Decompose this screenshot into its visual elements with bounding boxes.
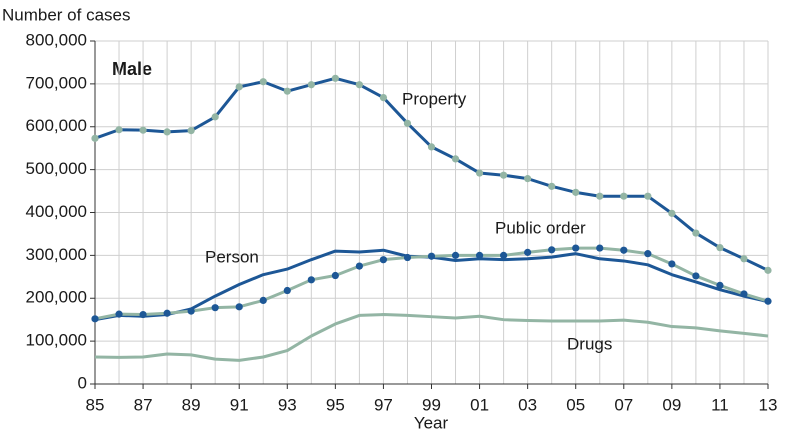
- x-tick-label: 01: [470, 395, 489, 414]
- marker: [524, 248, 532, 256]
- marker: [451, 251, 460, 259]
- y-tick-label: 100,000: [26, 331, 87, 350]
- marker: [139, 126, 147, 134]
- marker: [211, 113, 219, 121]
- marker: [211, 304, 219, 312]
- marker: [740, 290, 748, 298]
- marker: [572, 244, 580, 252]
- x-tick-label: 93: [278, 395, 297, 414]
- marker: [668, 209, 676, 217]
- x-tick-label: 89: [182, 395, 201, 414]
- marker: [235, 303, 243, 311]
- x-axis-label: Year: [414, 413, 449, 432]
- marker: [716, 244, 724, 252]
- series-label: Drugs: [567, 334, 612, 353]
- marker: [500, 251, 508, 259]
- marker: [139, 310, 147, 319]
- marker: [596, 192, 604, 200]
- marker: [427, 252, 436, 260]
- x-tick-label: 87: [134, 395, 153, 414]
- marker: [115, 126, 123, 134]
- marker: [716, 281, 724, 289]
- marker: [475, 169, 484, 177]
- y-tick-label: 600,000: [26, 116, 87, 135]
- marker: [91, 315, 99, 323]
- marker: [187, 307, 195, 315]
- y-tick-label: 200,000: [26, 288, 87, 307]
- x-tick-label: 97: [374, 395, 393, 414]
- x-tick-label: 13: [759, 395, 778, 414]
- marker: [403, 119, 412, 127]
- marker: [235, 83, 243, 91]
- marker: [596, 244, 604, 252]
- x-tick-label: 03: [518, 395, 537, 414]
- x-tick-label: 95: [326, 395, 345, 414]
- marker: [692, 272, 700, 280]
- y-tick-label: 500,000: [26, 159, 87, 178]
- marker: [259, 78, 267, 86]
- marker: [355, 81, 363, 89]
- x-tick-label: 09: [662, 395, 681, 414]
- marker: [548, 246, 556, 254]
- marker: [163, 128, 171, 136]
- series-label: Public order: [495, 218, 586, 237]
- marker: [620, 192, 628, 200]
- marker: [307, 81, 315, 89]
- marker: [403, 253, 412, 262]
- marker: [379, 93, 388, 102]
- y-tick-label: 700,000: [26, 73, 87, 92]
- x-tick-label: 99: [422, 395, 441, 414]
- series-label: Property: [402, 89, 467, 108]
- marker: [331, 74, 339, 82]
- y-axis-label: Number of cases: [2, 5, 131, 24]
- marker: [307, 276, 315, 284]
- marker: [427, 143, 436, 151]
- marker: [764, 297, 772, 305]
- x-tick-label: 91: [230, 395, 249, 414]
- y-tick-label: 800,000: [26, 30, 87, 49]
- marker: [524, 175, 532, 183]
- y-tick-label: 300,000: [26, 245, 87, 264]
- marker: [379, 256, 388, 264]
- y-tick-label: 400,000: [26, 202, 87, 221]
- annotation: Male: [112, 59, 152, 79]
- series-label: Person: [205, 247, 259, 266]
- marker: [692, 229, 700, 237]
- marker: [91, 134, 99, 142]
- marker: [644, 192, 652, 200]
- y-tick-label: 0: [78, 373, 87, 392]
- x-tick-label: 85: [86, 395, 105, 414]
- x-tick-label: 07: [614, 395, 633, 414]
- marker: [740, 255, 748, 263]
- marker: [115, 310, 123, 318]
- marker: [644, 250, 652, 258]
- marker: [331, 271, 339, 280]
- marker: [668, 260, 676, 268]
- marker: [548, 182, 556, 190]
- series-line: [94, 313, 769, 362]
- marker: [355, 262, 363, 270]
- marker: [259, 296, 267, 304]
- marker: [163, 309, 171, 317]
- marker: [500, 171, 508, 179]
- marker: [283, 87, 291, 95]
- x-tick-label: 11: [711, 395, 729, 414]
- marker: [451, 155, 460, 163]
- marker: [572, 188, 580, 196]
- x-tick-label: 05: [566, 395, 585, 414]
- marker: [475, 251, 484, 259]
- marker: [620, 246, 628, 254]
- marker: [283, 286, 291, 295]
- marker: [764, 266, 772, 274]
- marker: [187, 127, 195, 135]
